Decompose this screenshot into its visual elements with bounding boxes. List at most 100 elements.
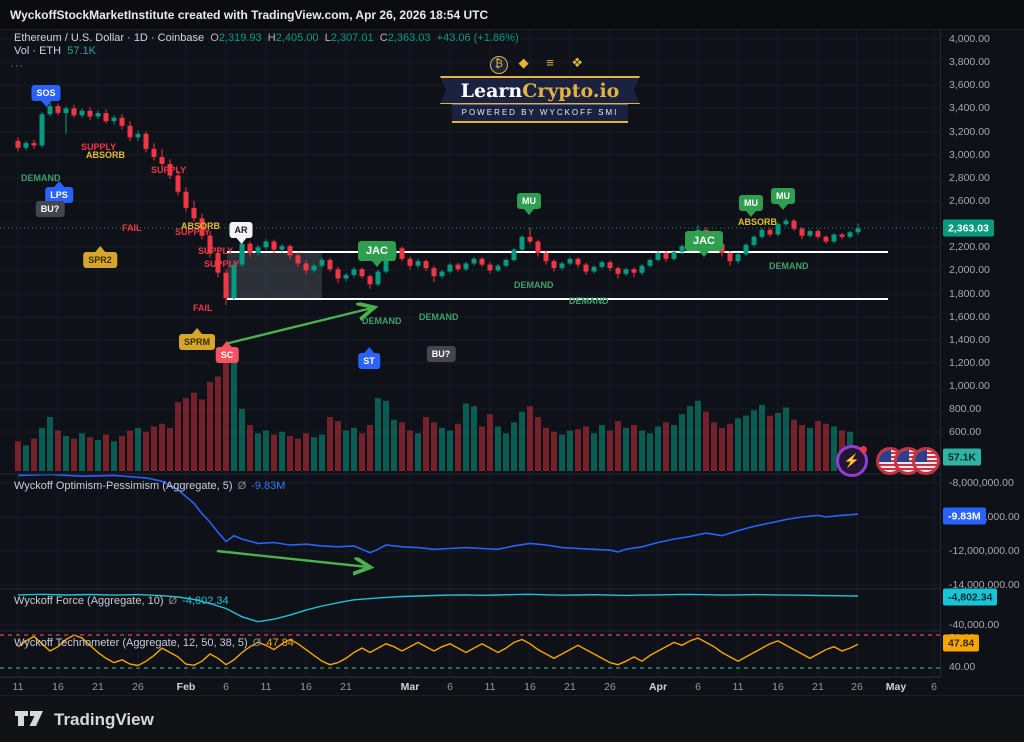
tech-pane-value: 47.84 (266, 637, 294, 649)
wyckoff-text-absorb: ABSORB (86, 150, 126, 160)
wyckoff-text-demand: DEMAND (769, 261, 809, 271)
force-pane-value: -4,802.34 (182, 595, 229, 607)
symbol-legend-row[interactable]: Ethereum / U.S. Dollar · 1D · Coinbase O… (14, 32, 519, 44)
wyckoff-tag-lps[interactable]: LPS (45, 181, 73, 203)
wyckoff-text-supply: SUPPLY (204, 259, 240, 269)
time-label: 26 (132, 681, 144, 693)
price-tag: 57.1K (943, 448, 982, 466)
energy-sticker-icon[interactable]: ⚡ (836, 445, 868, 477)
axis-label: 1,400.00 (949, 334, 990, 346)
wyckoff-tag-ar[interactable]: AR (229, 222, 253, 244)
time-label: 21 (812, 681, 824, 693)
lines-icon: ≡ (546, 55, 561, 70)
watermark-tagline: POWERED BY WYCKOFF SMI (452, 104, 628, 123)
price-tag: -9.83M (943, 507, 986, 525)
time-label: 16 (52, 681, 64, 693)
wyckoff-text-fail: FAIL (122, 223, 142, 233)
wyckoff-tag-mu[interactable]: MU (739, 195, 763, 217)
wyckoff-tag-mu[interactable]: MU (517, 193, 541, 215)
chart-legend[interactable]: Ethereum / U.S. Dollar · 1D · Coinbase O… (14, 32, 519, 58)
axis-label: 1,000.00 (949, 380, 990, 392)
gem-icon: ❖ (571, 55, 591, 70)
axis-label: -12,000,000.00 (949, 545, 1020, 557)
axis-label: 4,000.00 (949, 33, 990, 45)
axis-label: 2,600.00 (949, 195, 990, 207)
time-label: 21 (564, 681, 576, 693)
volume-legend-row[interactable]: Vol · ETH 57.1K (14, 45, 519, 58)
axis-label: 1,800.00 (949, 288, 990, 300)
tradingview-wordmark[interactable]: TradingView (54, 709, 154, 729)
time-label: 11 (12, 681, 24, 693)
axis-label: 3,200.00 (949, 126, 990, 138)
high-value: 2,405.00 (275, 32, 319, 44)
wyckoff-tag-sos[interactable]: SOS (31, 85, 61, 107)
wyckoff-tag-jac[interactable]: JAC (684, 231, 724, 257)
wyckoff-tag-sprm[interactable]: SPRM (178, 328, 216, 350)
axis-label: 2,800.00 (949, 172, 990, 184)
time-label: Feb (176, 681, 196, 693)
footer-bar: TradingView (0, 695, 1024, 742)
wyckoff-tag-bu[interactable]: BU? (426, 346, 456, 362)
axis-label: 40.00 (949, 661, 976, 673)
wyckoff-text-absorb: ABSORB (738, 217, 778, 227)
time-label: 11 (484, 681, 496, 693)
time-label: 6 (223, 681, 229, 693)
wyckoff-tag-bu[interactable]: BU? (35, 201, 65, 217)
wyckoff-text-supply: SUPPLY (81, 142, 117, 152)
force-pane-title[interactable]: Wyckoff Force (Aggregate, 10) Ø -4,802.3… (14, 595, 229, 607)
symbol-title: Ethereum / U.S. Dollar · 1D · Coinbase (14, 32, 205, 44)
price-tag: 2,363.03 (943, 219, 994, 237)
time-label: 21 (340, 681, 352, 693)
crypto-icons-row: ₿ ◆ ≡ ❖ (440, 55, 640, 74)
op-pane-value: -9.83M (251, 480, 286, 492)
wyckoff-text-demand: DEMAND (419, 312, 459, 322)
time-label: 6 (447, 681, 453, 693)
bitcoin-icon: ₿ (489, 56, 508, 74)
time-label: 26 (604, 681, 616, 693)
change-value: +43.06 (+1.86%) (436, 32, 519, 44)
header-title: WyckoffStockMarketInstitute created with… (10, 7, 489, 22)
axis-label: -40,000.00 (949, 619, 1000, 631)
wyckoff-text-fail: FAIL (193, 303, 213, 313)
wyckoff-text-demand: DEMAND (362, 316, 402, 326)
wyckoff-text-supply: SUPPLY (151, 165, 187, 175)
op-pane-title[interactable]: Wyckoff Optimism-Pessimism (Aggregate, 5… (14, 480, 286, 492)
learncrypto-watermark: ₿ ◆ ≡ ❖ LearnCrypto.io POWERED BY WYCKOF… (440, 55, 640, 123)
axis-label: 800.00 (949, 403, 982, 415)
axis-label: 3,400.00 (949, 102, 990, 114)
time-label: 11 (732, 681, 744, 693)
drawing-menu-dots[interactable]: ··· (10, 60, 24, 72)
price-tag: -4,802.34 (943, 588, 998, 606)
wyckoff-tag-mu[interactable]: MU (771, 188, 795, 210)
wyckoff-text-absorb: ABSORB (181, 221, 221, 231)
wyckoff-tag-sc[interactable]: SC (215, 341, 239, 363)
volume-value: 57.1K (67, 45, 96, 57)
wyckoff-text-demand: DEMAND (514, 280, 554, 290)
time-label: 21 (92, 681, 104, 693)
tech-pane-title[interactable]: Wyckoff Technometer (Aggregate, 12, 50, … (14, 637, 294, 649)
wyckoff-tag-spr2[interactable]: SPR2 (83, 246, 117, 268)
time-label: Mar (400, 681, 420, 693)
time-label: May (885, 681, 907, 693)
time-label: 6 (931, 681, 937, 693)
open-value: 2,319.93 (218, 32, 262, 44)
axis-label: 2,000.00 (949, 264, 990, 276)
time-axis[interactable]: 11 16 21 26 Feb 6 11 16 21 Mar 6 11 16 21 26 Apr 6 11 16 21… (0, 677, 940, 696)
wyckoff-tag-jac[interactable]: JAC (357, 241, 397, 267)
wyckoff-text-supply: SUPPLY (175, 227, 211, 237)
wyckoff-text-demand: DEMAND (21, 173, 61, 183)
axis-label: 3,000.00 (949, 149, 990, 161)
price-chart-canvas[interactable] (0, 30, 940, 695)
sticker-drawings[interactable]: ⚡ (836, 445, 940, 477)
close-value: 2,363.03 (387, 32, 431, 44)
flag-sticker-icon[interactable] (876, 447, 904, 475)
axis-label: 3,600.00 (949, 79, 990, 91)
tradingview-logo-icon[interactable] (14, 710, 44, 730)
time-label: 11 (260, 681, 272, 693)
wyckoff-tag-st[interactable]: ST (358, 347, 380, 369)
flag-sticker-icon[interactable] (912, 447, 940, 475)
axis-label: 1,200.00 (949, 357, 990, 369)
price-axis[interactable]: 4,000.00 3,800.00 3,600.00 3,400.00 3,200.00… (940, 30, 1024, 677)
time-label: 16 (524, 681, 536, 693)
